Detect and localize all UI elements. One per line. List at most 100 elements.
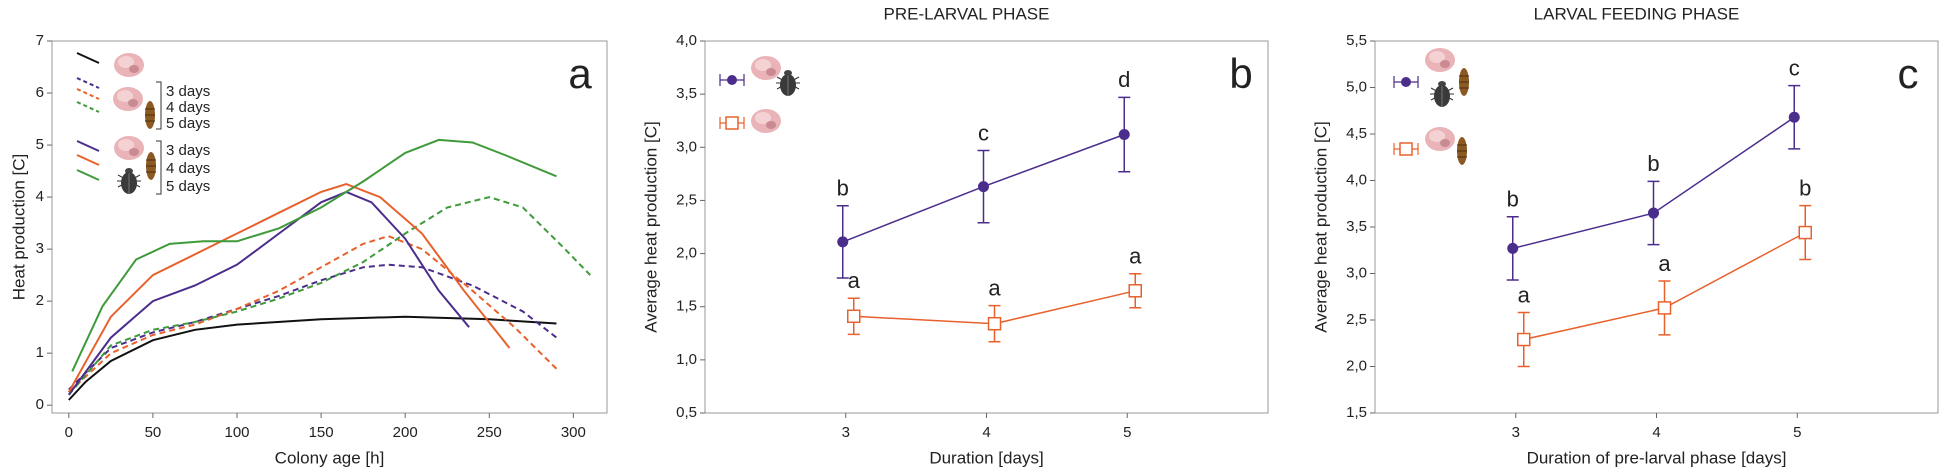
- significance-label: a: [1658, 251, 1671, 276]
- legend-marker: [1401, 77, 1411, 87]
- significance-label: b: [837, 176, 849, 201]
- y-tick-label: 2,5: [676, 191, 697, 208]
- point: [978, 181, 989, 193]
- y-tick-label: 4,5: [1346, 125, 1367, 142]
- y-tick-label: 0: [36, 396, 44, 413]
- y-tick-label: 3,5: [676, 85, 697, 102]
- x-tick-label: 4: [1652, 424, 1660, 441]
- y-tick-label: 0,5: [676, 404, 697, 421]
- point: [1648, 207, 1659, 219]
- significance-label: a: [1129, 244, 1142, 269]
- meat-icon: [751, 109, 781, 133]
- x-tick-label: 150: [309, 424, 334, 441]
- beetle-icon: [1429, 80, 1455, 108]
- legend-label: 4 days: [166, 160, 210, 177]
- y-tick-label: 1,0: [676, 351, 697, 368]
- meat-icon: [114, 136, 144, 160]
- x-tick-label: 3: [842, 424, 850, 441]
- beetle-icon: [116, 167, 142, 195]
- x-tick-label: 3: [1512, 424, 1520, 441]
- x-axis-label: Duration of pre-larval phase [days]: [1527, 448, 1787, 467]
- legend-line: [76, 154, 100, 166]
- legend-label: 5 days: [166, 178, 210, 195]
- point: [1798, 225, 1812, 240]
- y-axis-label: Average heat production [C]: [1311, 121, 1330, 332]
- beetle-icon: [775, 69, 801, 97]
- meat-icon: [1425, 48, 1455, 72]
- legend-marker: [725, 116, 739, 130]
- larva-icon: [144, 100, 156, 130]
- y-tick-label: 5,0: [1346, 78, 1367, 95]
- meat-icon: [114, 53, 144, 77]
- y-tick-label: 1,5: [1346, 404, 1367, 421]
- y-tick-label: 1: [36, 344, 44, 361]
- meat-icon: [751, 56, 781, 80]
- x-tick-label: 200: [393, 424, 418, 441]
- panel-label: a: [568, 50, 592, 97]
- point: [1118, 129, 1130, 141]
- legend-label: 5 days: [166, 115, 210, 132]
- y-tick-label: 7: [36, 32, 44, 49]
- point: [1788, 111, 1800, 123]
- larva-icon: [1456, 136, 1468, 166]
- significance-label: c: [978, 120, 989, 145]
- y-tick-label: 5,5: [1346, 32, 1367, 49]
- y-tick-label: 1,5: [676, 298, 697, 315]
- legend-label: 3 days: [166, 83, 210, 100]
- larva-icon: [1458, 67, 1470, 97]
- y-tick-label: 5: [36, 136, 44, 153]
- line: [68, 235, 558, 393]
- x-tick-label: 300: [561, 424, 586, 441]
- y-tick-label: 3: [36, 240, 44, 257]
- y-tick-label: 4,0: [676, 32, 697, 49]
- point: [987, 316, 1002, 331]
- line: [68, 263, 558, 391]
- y-tick-label: 2,5: [1346, 311, 1367, 328]
- legend-bracket: [156, 81, 162, 195]
- line: [71, 138, 557, 372]
- y-tick-label: 2,0: [676, 245, 697, 262]
- significance-label: b: [1507, 187, 1519, 212]
- point: [1128, 284, 1142, 298]
- legend-line: [76, 101, 100, 113]
- chart-title: LARVAL FEEDING PHASE: [1534, 4, 1740, 23]
- point: [837, 236, 849, 248]
- y-tick-label: 4: [36, 188, 44, 205]
- plot-frame: [51, 40, 608, 414]
- x-tick-label: 0: [65, 424, 73, 441]
- y-tick-label: 2: [36, 292, 44, 309]
- significance-label: a: [848, 268, 861, 293]
- x-tick-label: 5: [1793, 424, 1801, 441]
- meat-icon: [113, 87, 143, 111]
- point: [1657, 301, 1672, 315]
- y-tick-label: 6: [36, 84, 44, 101]
- line: [67, 183, 511, 393]
- significance-label: b: [1799, 175, 1811, 200]
- line: [68, 196, 591, 396]
- panel-label: c: [1898, 50, 1919, 97]
- significance-label: c: [1789, 55, 1800, 80]
- chart-title: PRE-LARVAL PHASE: [884, 4, 1050, 23]
- y-tick-label: 3,0: [676, 138, 697, 155]
- x-tick-label: 250: [477, 424, 502, 441]
- y-tick-label: 3,0: [1346, 264, 1367, 281]
- plot-frame: [1374, 40, 1939, 414]
- point: [847, 309, 861, 324]
- legend-line: [76, 169, 100, 181]
- legend-marker: [1399, 142, 1413, 156]
- significance-label: a: [988, 275, 1001, 300]
- y-tick-label: 3,5: [1346, 218, 1367, 235]
- significance-label: a: [1518, 282, 1531, 307]
- y-tick-label: 4,0: [1346, 171, 1367, 188]
- meat-icon: [1425, 127, 1455, 151]
- x-tick-label: 50: [145, 424, 162, 441]
- point: [1517, 332, 1531, 347]
- x-tick-label: 5: [1123, 424, 1131, 441]
- legend-marker: [727, 75, 737, 85]
- point: [1507, 242, 1519, 254]
- y-tick-label: 2,0: [1346, 357, 1367, 374]
- larva-icon: [145, 151, 157, 181]
- significance-label: b: [1647, 151, 1659, 176]
- x-axis-label: Duration [days]: [929, 448, 1043, 467]
- legend-line: [76, 77, 100, 89]
